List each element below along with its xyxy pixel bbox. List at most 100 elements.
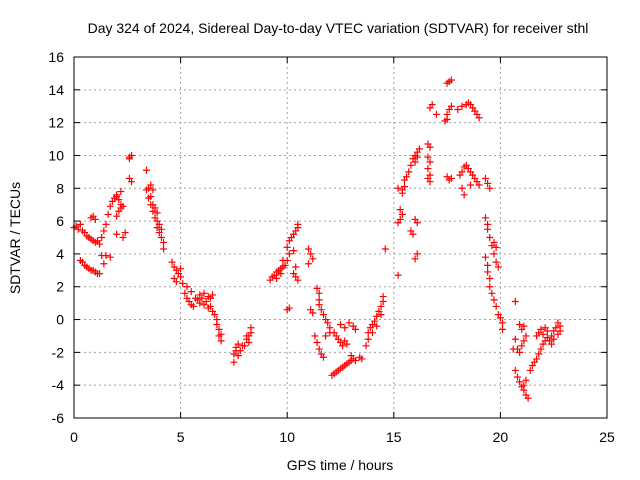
data-point — [492, 258, 500, 266]
data-point — [492, 302, 500, 310]
data-point — [313, 284, 321, 292]
data-point — [113, 212, 121, 220]
data-point — [524, 394, 532, 402]
data-point — [106, 202, 114, 210]
data-point — [290, 270, 298, 278]
data-point — [458, 184, 466, 192]
data-point — [432, 110, 440, 118]
data-point — [290, 247, 298, 255]
data-point — [279, 256, 287, 264]
y-tick-label: -2 — [52, 344, 65, 360]
data-point — [358, 355, 366, 363]
data-point — [349, 322, 357, 330]
data-point — [319, 353, 327, 361]
data-point — [102, 252, 110, 260]
data-point — [177, 265, 185, 273]
data-point — [153, 209, 161, 217]
data-point — [322, 332, 330, 340]
data-point — [211, 311, 219, 319]
data-point — [486, 184, 494, 192]
data-point — [426, 158, 434, 166]
data-point — [247, 324, 255, 332]
y-tick-label: 16 — [48, 49, 64, 65]
data-point — [496, 314, 504, 322]
data-point — [125, 153, 133, 161]
data-point — [315, 301, 323, 309]
data-point — [151, 204, 159, 212]
data-point — [179, 279, 187, 287]
data-point — [96, 240, 104, 248]
data-point — [447, 174, 455, 182]
data-point — [281, 261, 289, 269]
data-point — [381, 245, 389, 253]
data-point — [206, 302, 214, 310]
data-point — [522, 332, 530, 340]
data-point — [518, 342, 526, 350]
data-point — [113, 191, 121, 199]
data-point — [396, 206, 404, 214]
data-point — [113, 230, 121, 238]
data-point — [102, 220, 110, 228]
data-point — [215, 325, 223, 333]
data-point — [411, 158, 419, 166]
data-point — [313, 339, 321, 347]
data-point — [371, 317, 379, 325]
x-axis-label: GPS time / hours — [287, 457, 394, 473]
data-point — [234, 352, 242, 360]
data-point — [413, 250, 421, 258]
data-point — [511, 366, 519, 374]
data-point — [157, 225, 165, 233]
data-point — [484, 268, 492, 276]
data-point — [305, 245, 313, 253]
data-point — [516, 378, 524, 386]
data-point — [486, 283, 494, 291]
data-point — [217, 337, 225, 345]
data-point — [273, 275, 281, 283]
data-point — [424, 153, 432, 161]
data-point — [213, 320, 221, 328]
data-point — [533, 355, 541, 363]
data-point — [189, 302, 197, 310]
data-point — [128, 178, 136, 186]
data-point — [490, 296, 498, 304]
x-tick-label: 15 — [386, 429, 402, 445]
data-point — [283, 243, 291, 251]
x-tick-label: 25 — [599, 429, 615, 445]
data-point — [516, 348, 524, 356]
data-point — [209, 291, 217, 299]
data-point — [520, 322, 528, 330]
data-point — [168, 258, 176, 266]
data-point — [443, 115, 451, 123]
x-tick-label: 5 — [177, 429, 185, 445]
data-point — [413, 153, 421, 161]
data-point — [475, 181, 483, 189]
data-point — [550, 335, 558, 343]
data-point — [217, 330, 225, 338]
data-point — [311, 332, 319, 340]
data-point — [172, 278, 180, 286]
y-tick-label: 8 — [56, 180, 64, 196]
data-point — [522, 376, 530, 384]
data-point — [142, 166, 150, 174]
data-point — [520, 381, 528, 389]
data-point — [535, 350, 543, 358]
data-point — [458, 102, 466, 110]
data-point — [230, 358, 238, 366]
data-point — [396, 215, 404, 223]
data-point — [160, 238, 168, 246]
data-point — [377, 302, 385, 310]
data-point — [405, 168, 413, 176]
data-point — [106, 253, 114, 261]
data-point — [543, 327, 551, 335]
data-point — [481, 253, 489, 261]
data-point — [398, 211, 406, 219]
y-tick-label: 10 — [48, 147, 64, 163]
data-point — [488, 289, 496, 297]
y-tick-label: -6 — [52, 410, 65, 426]
data-point — [400, 183, 408, 191]
data-point — [315, 345, 323, 353]
data-point — [492, 243, 500, 251]
data-point — [187, 288, 195, 296]
data-point — [486, 275, 494, 283]
